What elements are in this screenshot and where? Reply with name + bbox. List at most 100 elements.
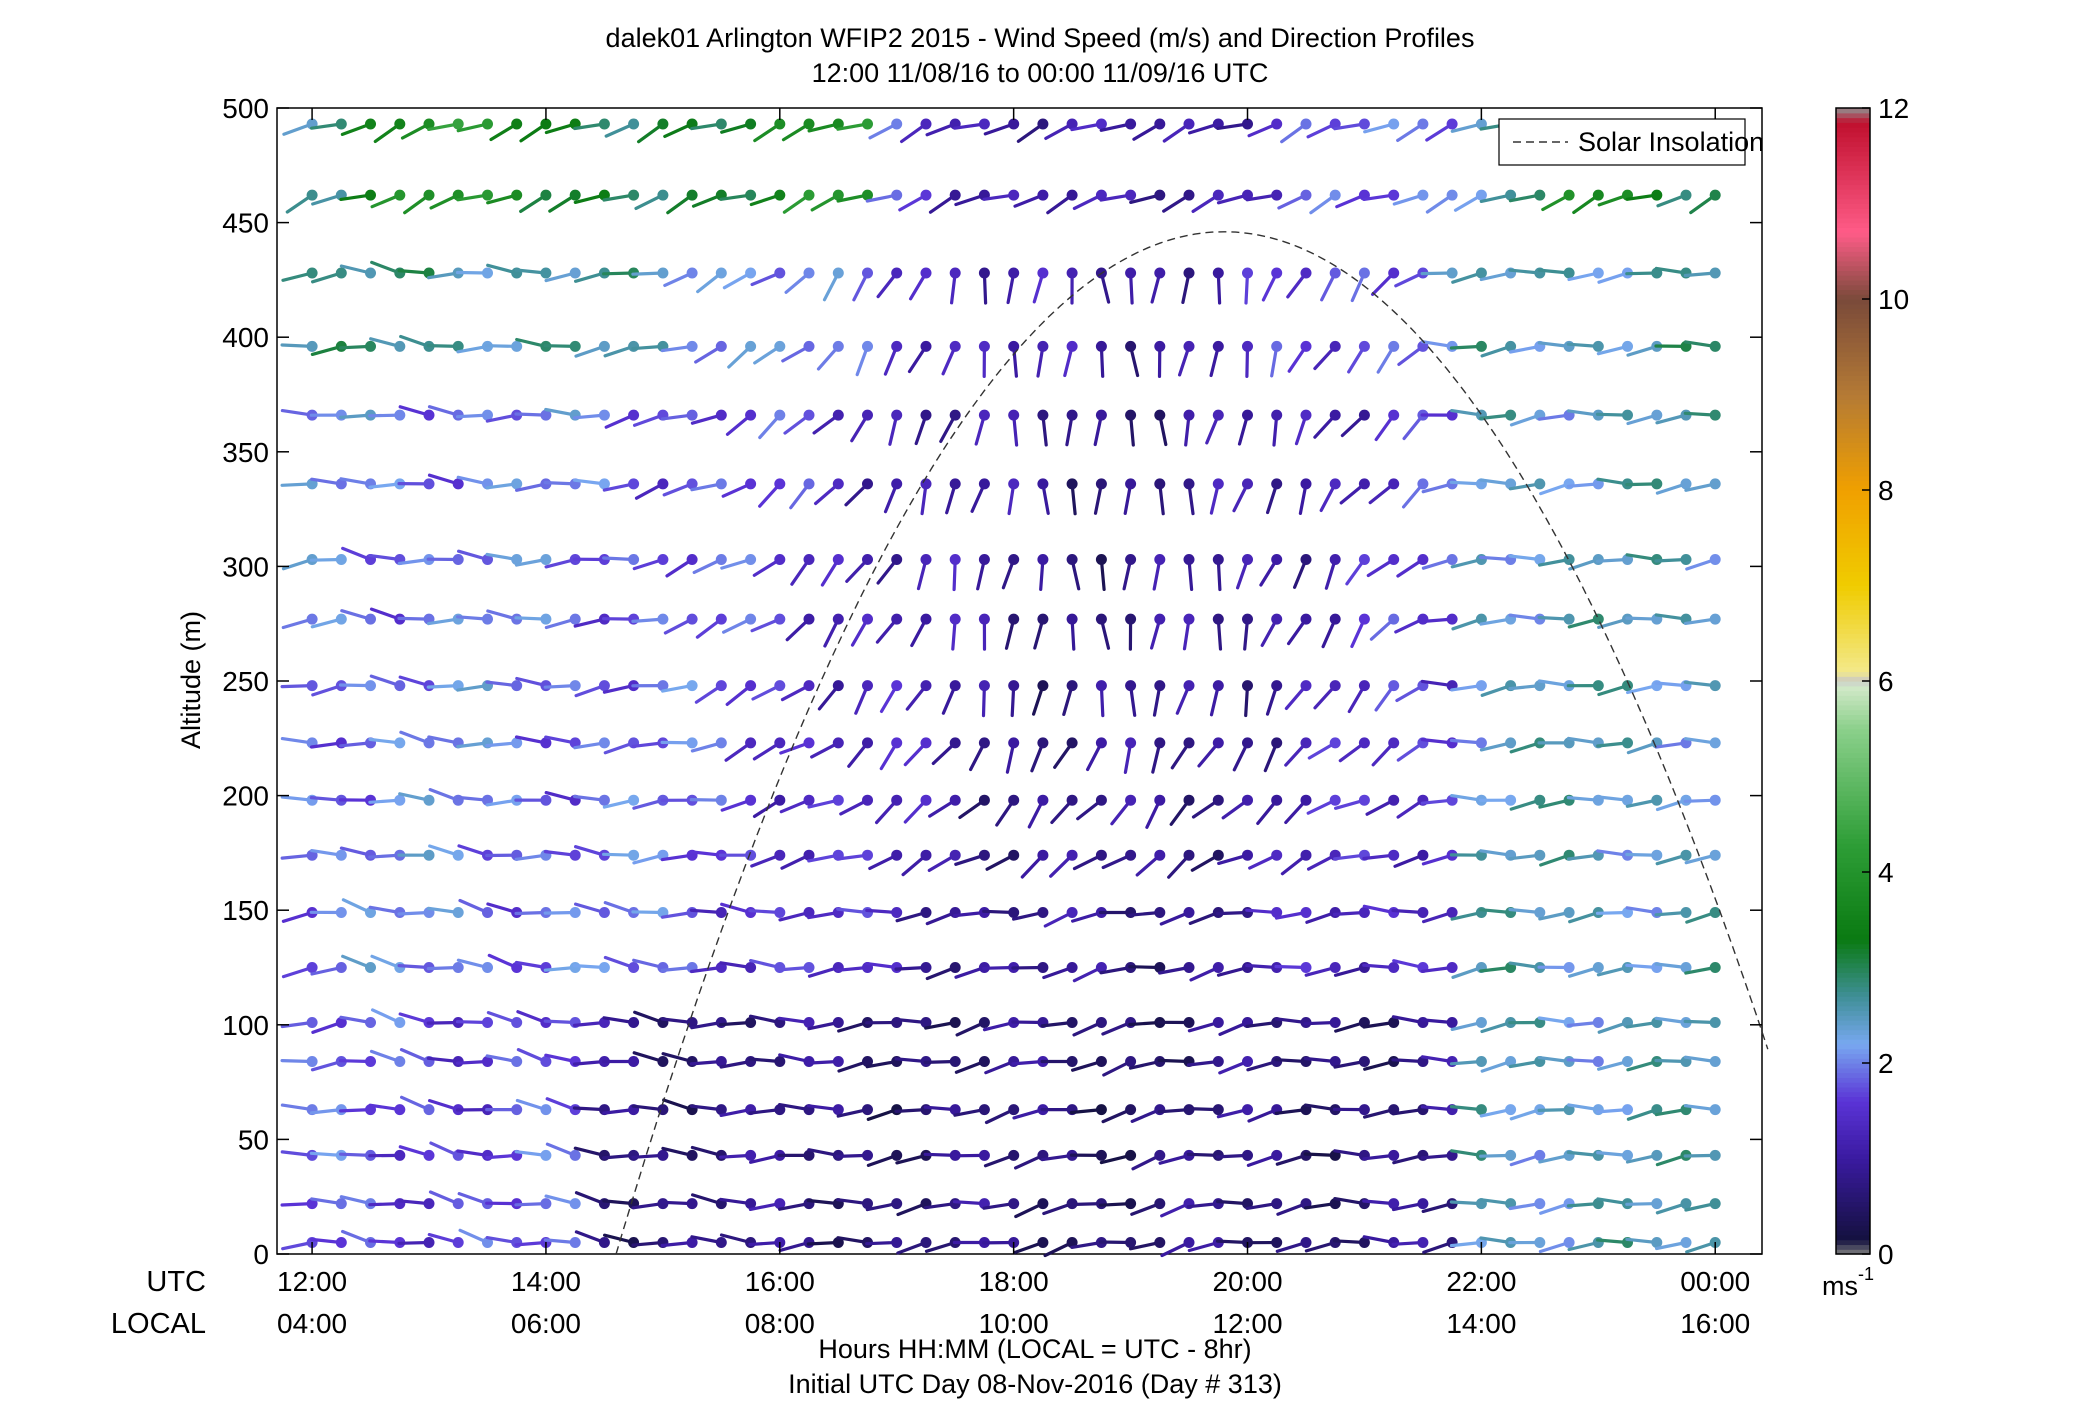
- colorbar-segment: [1836, 704, 1870, 711]
- wind-barb-dot: [862, 1198, 873, 1210]
- wind-barb-dot: [1709, 907, 1721, 918]
- colorbar-segment: [1836, 404, 1870, 410]
- wind-barb-dot: [1242, 1149, 1253, 1161]
- colorbar-tick-label: 10: [1878, 284, 1909, 315]
- colorbar-segment: [1836, 948, 1870, 954]
- colorbar-segment: [1836, 924, 1870, 930]
- wind-barb-dot: [1125, 1237, 1137, 1248]
- wind-barb-dot: [1154, 478, 1166, 490]
- colorbar-segment: [1836, 1096, 1870, 1102]
- wind-barb-dot: [1475, 267, 1487, 279]
- wind-barb-dot: [1534, 1149, 1546, 1161]
- colorbar-segment: [1836, 165, 1870, 171]
- wind-barb-dot: [1242, 478, 1253, 490]
- wind-barb-dot: [1183, 554, 1195, 565]
- colorbar-segment: [1836, 829, 1870, 835]
- wind-barb-dot: [1534, 478, 1546, 490]
- wind-barb-dot: [1066, 478, 1078, 490]
- colorbar-segment: [1836, 1024, 1870, 1031]
- colorbar-segment: [1836, 733, 1870, 739]
- colorbar-segment: [1836, 695, 1870, 701]
- wind-barb-dot: [1125, 409, 1137, 421]
- colorbar-segment: [1836, 1120, 1870, 1126]
- wind-barb-dot: [686, 340, 698, 352]
- wind-barb-dot: [1008, 794, 1020, 806]
- wind-barb-dot: [394, 118, 406, 130]
- wind-barb-dot: [598, 340, 610, 352]
- colorbar-segment: [1836, 1196, 1870, 1203]
- wind-barb-dot: [1417, 478, 1429, 490]
- y-axis-label: Altitude (m): [176, 611, 206, 749]
- wind-barb-dot: [1358, 340, 1370, 352]
- colorbar-segment: [1836, 552, 1870, 558]
- wind-barb-dot: [745, 118, 757, 130]
- wind-barb-dot: [365, 1017, 376, 1028]
- wind-barb-dot: [891, 409, 903, 421]
- colorbar-segment: [1836, 743, 1870, 749]
- x-axis-label-day: Initial UTC Day 08-Nov-2016 (Day # 313): [788, 1369, 1282, 1399]
- wind-barb-dot: [1095, 680, 1107, 692]
- wind-barb-dot: [540, 613, 552, 625]
- colorbar-segment: [1836, 762, 1870, 768]
- colorbar-segment: [1836, 513, 1870, 520]
- wind-barb-dot: [1183, 1237, 1195, 1248]
- wind-barb-dot: [1242, 680, 1253, 692]
- colorbar-tick-label: 4: [1878, 857, 1894, 888]
- wind-barb-dot: [774, 907, 786, 918]
- colorbar-segment: [1836, 150, 1870, 157]
- chart-title: dalek01 Arlington WFIP2 2015 - Wind Spee…: [606, 23, 1475, 53]
- colorbar-segment: [1836, 1125, 1870, 1131]
- wind-barb-dot: [1329, 267, 1341, 279]
- wind-barb-dot: [1300, 554, 1312, 565]
- wind-barb-dot: [1709, 962, 1721, 973]
- wind-barb-dot: [657, 1056, 669, 1067]
- wind-barb-dot: [569, 189, 581, 201]
- wind-barb-dot: [715, 680, 727, 692]
- colorbar-segment: [1836, 1211, 1870, 1217]
- colorbar-segment: [1836, 461, 1870, 467]
- wind-barb-dot: [306, 189, 318, 201]
- legend-label: Solar Insolation: [1578, 127, 1764, 157]
- wind-barb-dot: [1563, 340, 1575, 352]
- y-tick-label: 100: [222, 1010, 269, 1041]
- colorbar-segment: [1836, 1139, 1870, 1145]
- wind-barb-dot: [452, 849, 464, 861]
- wind-barb-dot: [1709, 1017, 1721, 1028]
- wind-barb-dot: [1475, 554, 1487, 565]
- wind-barb-dot: [1271, 118, 1283, 130]
- colorbar-segment: [1836, 1225, 1870, 1231]
- wind-barb-dot: [1329, 409, 1341, 421]
- wind-barb-dot: [1242, 794, 1253, 806]
- wind-barb-dot: [715, 1237, 727, 1248]
- colorbar-segment: [1836, 800, 1870, 806]
- wind-barb-dot: [978, 118, 990, 130]
- wind-barb-dot: [774, 613, 786, 625]
- wind-barb-dot: [1242, 118, 1253, 130]
- wind-barb-dot: [1037, 794, 1049, 806]
- colorbar-segment: [1836, 117, 1870, 123]
- colorbar-segment: [1836, 322, 1870, 329]
- colorbar-segment: [1836, 1249, 1870, 1255]
- wind-barb-dot: [482, 1056, 493, 1067]
- colorbar-segment: [1836, 719, 1870, 725]
- wind-barb-dot: [598, 794, 610, 806]
- wind-barb-dot: [657, 478, 669, 490]
- colorbar-segment: [1836, 427, 1870, 434]
- colorbar-tick-label: 12: [1878, 93, 1909, 124]
- colorbar-segment: [1836, 222, 1870, 228]
- wind-barb-dot: [394, 794, 406, 806]
- wind-barb-dot: [920, 962, 932, 973]
- wind-barb-dot: [1154, 680, 1166, 692]
- wind-barb-dot: [1563, 267, 1575, 279]
- wind-barb-dot: [306, 340, 318, 352]
- wind-barb-dot: [1008, 737, 1020, 749]
- colorbar-segment: [1836, 1153, 1870, 1160]
- wind-barb-dot: [1242, 962, 1253, 973]
- wind-barb-dot: [1592, 613, 1604, 625]
- wind-barb-dot: [1037, 849, 1049, 861]
- speed-colorbar: 0 2 4 6 8 10 12: [1835, 93, 1909, 1270]
- wind-barb-dot: [1475, 613, 1487, 625]
- wind-barb-dot: [452, 962, 464, 973]
- wind-barb-dot: [1066, 1237, 1078, 1248]
